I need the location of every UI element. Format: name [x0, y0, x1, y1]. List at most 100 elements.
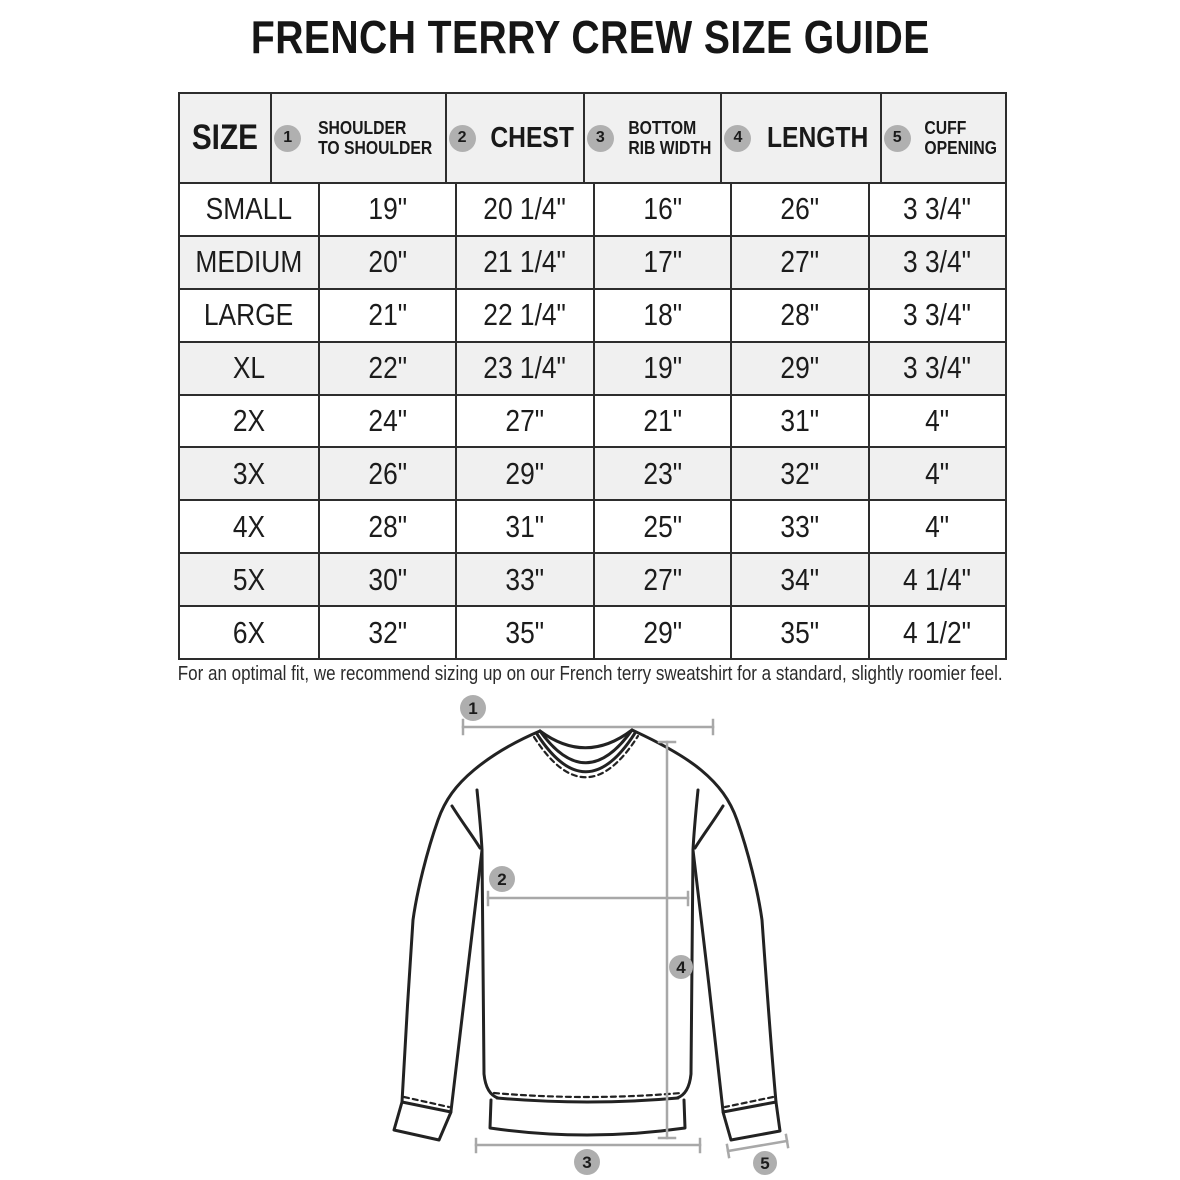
page-title: FRENCH TERRY CREW SIZE GUIDE: [250, 11, 930, 63]
cuff-value-cell: 4 1/4": [867, 554, 1006, 606]
size-cell: 2X: [232, 403, 265, 438]
svg-text:1: 1: [468, 699, 477, 718]
table-row: LARGE 21" 22 1/4" 18" 28" 3 3/4": [180, 287, 1006, 341]
size-cell: XL: [232, 350, 265, 386]
shoulder-value-cell: 30": [317, 554, 456, 606]
column-header-length: 4 LENGTH: [720, 94, 879, 182]
chest-value-cell: 23 1/4": [455, 342, 593, 394]
hem-stitch: [492, 1091, 683, 1099]
bottom-rib-value-cell: 19": [592, 342, 731, 394]
size-header-label: SIZE: [192, 118, 259, 157]
collar-front-edge: [538, 728, 634, 765]
length-value-cell: 26": [730, 184, 868, 235]
size-cell: MEDIUM: [195, 244, 303, 280]
marker-2-badge: 2: [489, 866, 515, 892]
size-cell: LARGE: [204, 297, 294, 333]
chest-value-cell: 35": [455, 607, 593, 659]
cuff-value-cell: 4 1/2": [867, 607, 1006, 659]
chest-value-cell: 21 1/4": [455, 236, 593, 288]
size-cell: 4X: [232, 508, 265, 544]
cuff-value-cell: 3 3/4": [867, 289, 1006, 341]
cuff-value-cell: 4": [867, 395, 1006, 447]
left-cuff-stitch: [402, 1095, 451, 1109]
bottom-rib-value-cell: 18": [592, 289, 731, 341]
bottom-rib-value-cell: 17": [592, 236, 731, 288]
cuff-header-label: CUFF OPENING: [924, 117, 997, 158]
cuff-value-cell: 4": [867, 501, 1006, 553]
right-cuff: [721, 1100, 782, 1142]
column-header-bottom-rib-width: 3 BOTTOM RIB WIDTH: [582, 94, 721, 182]
size-table: SIZE 1 SHOULDER TO SHOULDER 2 CHEST 3 BOT…: [178, 92, 1007, 660]
shoulder-value-cell: 26": [317, 448, 456, 500]
number-2-badge-icon: 2: [448, 124, 476, 152]
collar-back-edge: [538, 728, 634, 750]
bottom-rib-value-cell: 25": [592, 501, 731, 553]
bottom-rib-value-cell: 16": [592, 184, 731, 235]
table-row: MEDIUM 20" 21 1/4" 17" 27" 3 3/4": [180, 234, 1006, 288]
length-value-cell: 33": [730, 501, 868, 553]
table-body: SMALL 19" 20 1/4" 16" 26" 3 3/4" MEDIUM …: [180, 182, 1006, 659]
hem-band: [488, 1098, 687, 1137]
chest-value-cell: 22 1/4": [455, 289, 593, 341]
shoulder-value-cell: 28": [317, 501, 456, 553]
number-1-badge-icon: 1: [274, 124, 302, 152]
column-header-shoulder-to-shoulder: 1 SHOULDER TO SHOULDER: [270, 94, 444, 182]
measurement-lines: [461, 718, 790, 1159]
marker-4-badge: 4: [669, 955, 693, 979]
collar-bottom-seam: [535, 731, 637, 774]
table-row: 3X 26" 29" 23" 32" 4": [180, 446, 1006, 500]
shoulder-measure-line: [461, 718, 715, 736]
number-5-badge-icon: 5: [883, 124, 911, 152]
shoulder-value-cell: 21": [317, 289, 456, 341]
table-row: 6X 32" 35" 29" 35" 4 1/2": [180, 605, 1006, 659]
number-4-badge-icon: 4: [724, 124, 752, 152]
svg-text:5: 5: [760, 1154, 769, 1173]
cuff-measure-line: [725, 1133, 790, 1159]
hem-top-seam: [495, 1096, 680, 1104]
column-header-size: SIZE: [180, 94, 270, 182]
chest-value-cell: 33": [455, 554, 593, 606]
length-value-cell: 27": [730, 236, 868, 288]
bottom-rib-measure-line: [474, 1137, 702, 1154]
chest-header-label: CHEST: [489, 121, 574, 154]
table-header-row: SIZE 1 SHOULDER TO SHOULDER 2 CHEST 3 BOT…: [180, 94, 1005, 182]
marker-5-badge: 5: [753, 1151, 777, 1175]
shoulder-value-cell: 22": [317, 342, 456, 394]
cuff-value-cell: 4": [867, 448, 1006, 500]
shoulder-value-cell: 19": [317, 184, 456, 235]
chest-value-cell: 27": [455, 395, 593, 447]
svg-text:4: 4: [676, 958, 686, 977]
left-armhole-seam: [450, 804, 482, 850]
bottom-rib-value-cell: 27": [592, 554, 731, 606]
bottom-rib-header-label: BOTTOM RIB WIDTH: [628, 117, 712, 158]
size-cell: 5X: [232, 561, 265, 597]
length-measure-line: [657, 740, 677, 1140]
length-value-cell: 31": [730, 395, 868, 447]
chest-value-cell: 31": [455, 501, 593, 553]
fit-note: For an optimal fit, we recommend sizing …: [177, 663, 1003, 685]
table-row: 2X 24" 27" 21" 31" 4": [180, 393, 1006, 447]
stitch-lines: [402, 734, 775, 1109]
cuff-value-cell: 3 3/4": [867, 236, 1006, 288]
length-value-cell: 34": [730, 554, 868, 606]
right-sleeve-outer: [630, 728, 778, 1104]
shoulder-value-cell: 32": [317, 607, 456, 659]
right-armhole-seam: [693, 804, 725, 850]
size-cell: SMALL: [205, 191, 292, 227]
shoulder-value-cell: 24": [317, 395, 456, 447]
chest-measure-line: [486, 890, 690, 907]
collar-stitch: [532, 734, 640, 779]
length-header-label: LENGTH: [767, 121, 869, 154]
svg-text:3: 3: [582, 1153, 591, 1172]
shoulder-header-label: SHOULDER TO SHOULDER: [318, 117, 433, 158]
size-cell: 6X: [232, 614, 265, 650]
column-header-chest: 2 CHEST: [444, 94, 583, 182]
shoulder-value-cell: 20": [317, 236, 456, 288]
left-sleeve-inner: [449, 848, 484, 1113]
sweatshirt-outline: [392, 728, 782, 1142]
chest-value-cell: 29": [455, 448, 593, 500]
svg-text:2: 2: [497, 870, 506, 889]
length-value-cell: 29": [730, 342, 868, 394]
column-header-cuff-opening: 5 CUFF OPENING: [879, 94, 1005, 182]
bottom-rib-value-cell: 29": [592, 607, 731, 659]
